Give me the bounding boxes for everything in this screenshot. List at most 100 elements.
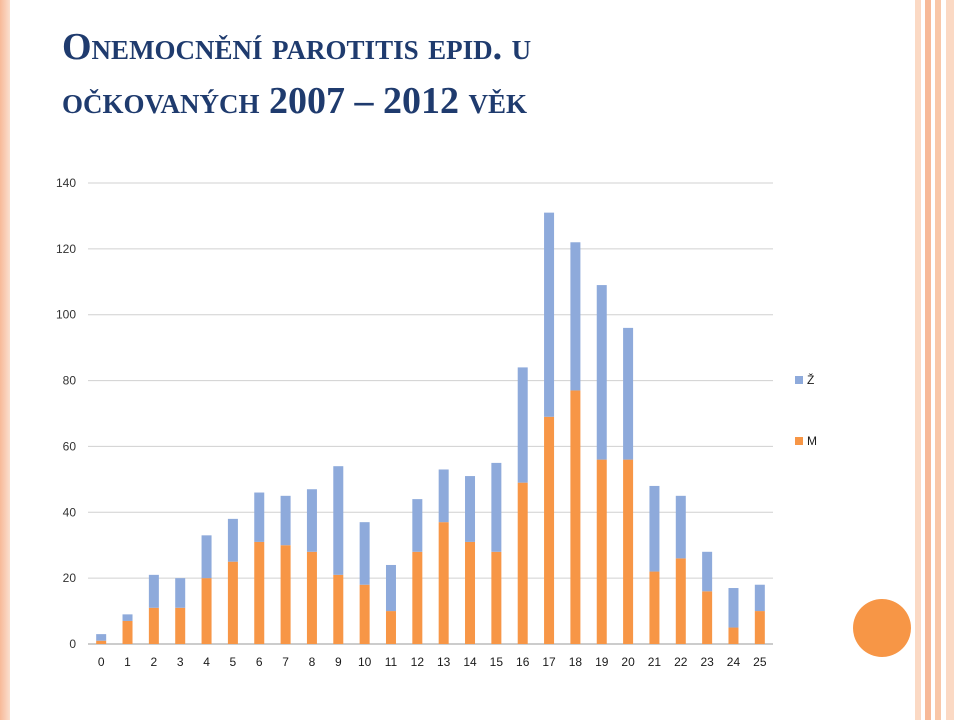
bar-m-13 bbox=[438, 522, 449, 644]
y-tick-label: 60 bbox=[63, 439, 77, 453]
bar-m-11 bbox=[385, 611, 396, 644]
decorative-circle bbox=[853, 599, 911, 657]
bar-z-0 bbox=[96, 634, 107, 641]
bar-m-16 bbox=[517, 482, 528, 644]
x-tick-label: 20 bbox=[621, 655, 635, 669]
bar-m-15 bbox=[491, 551, 502, 644]
x-tick-label: 14 bbox=[463, 655, 477, 669]
x-tick-label: 23 bbox=[700, 655, 714, 669]
bar-z-15 bbox=[491, 462, 502, 552]
bar-z-24 bbox=[728, 588, 739, 628]
y-tick-label: 140 bbox=[56, 176, 76, 190]
bar-m-2 bbox=[148, 607, 159, 644]
bar-m-19 bbox=[596, 459, 607, 644]
bar-z-4 bbox=[201, 535, 212, 579]
x-tick-label: 18 bbox=[569, 655, 583, 669]
bar-m-8 bbox=[306, 551, 317, 644]
x-tick-label: 12 bbox=[411, 655, 425, 669]
page-title: Onemocnění parotitis epid. u očkovaných … bbox=[62, 28, 862, 120]
bar-m-14 bbox=[465, 541, 476, 644]
x-tick-label: 1 bbox=[124, 655, 131, 669]
bar-z-7 bbox=[280, 495, 291, 546]
x-tick-label: 22 bbox=[674, 655, 688, 669]
right-accent-stripe-2 bbox=[925, 0, 931, 720]
right-accent-stripe-1 bbox=[915, 0, 921, 720]
bar-z-5 bbox=[227, 518, 238, 562]
legend-swatch-m bbox=[795, 437, 803, 445]
bar-m-17 bbox=[544, 416, 555, 644]
bar-z-22 bbox=[675, 495, 686, 559]
bar-m-0 bbox=[96, 640, 107, 644]
bar-z-14 bbox=[465, 476, 476, 542]
bar-m-6 bbox=[254, 541, 265, 644]
x-tick-label: 15 bbox=[490, 655, 504, 669]
left-accent-bar bbox=[0, 0, 10, 720]
bar-m-21 bbox=[649, 571, 660, 644]
bar-m-9 bbox=[333, 574, 344, 644]
bar-z-17 bbox=[544, 212, 555, 417]
bar-z-19 bbox=[596, 285, 607, 460]
x-tick-label: 4 bbox=[203, 655, 210, 669]
x-tick-label: 0 bbox=[98, 655, 105, 669]
y-tick-label: 0 bbox=[69, 637, 76, 651]
y-tick-label: 40 bbox=[63, 505, 77, 519]
bar-m-23 bbox=[702, 591, 713, 644]
bar-m-1 bbox=[122, 620, 133, 644]
legend-item-z: Ž bbox=[795, 373, 814, 387]
y-tick-label: 20 bbox=[63, 571, 77, 585]
bar-z-6 bbox=[254, 492, 265, 542]
right-accent-stripe-3 bbox=[935, 0, 941, 720]
legend-label-z: Ž bbox=[807, 373, 815, 387]
bar-m-4 bbox=[201, 578, 212, 644]
x-tick-label: 5 bbox=[230, 655, 237, 669]
x-tick-label: 11 bbox=[385, 655, 398, 669]
x-tick-label: 9 bbox=[335, 655, 342, 669]
bar-m-12 bbox=[412, 551, 423, 644]
bar-z-8 bbox=[306, 489, 317, 552]
bar-z-20 bbox=[623, 327, 634, 460]
bar-z-23 bbox=[702, 551, 713, 592]
y-tick-label: 80 bbox=[63, 374, 77, 388]
x-tick-label: 17 bbox=[542, 655, 556, 669]
bar-z-13 bbox=[438, 469, 449, 523]
bar-z-21 bbox=[649, 485, 660, 572]
x-tick-label: 16 bbox=[516, 655, 530, 669]
bar-z-11 bbox=[385, 564, 396, 612]
bar-m-3 bbox=[175, 607, 186, 644]
bar-z-9 bbox=[333, 466, 344, 575]
y-tick-label: 120 bbox=[56, 242, 76, 256]
x-tick-label: 25 bbox=[753, 655, 767, 669]
bar-z-10 bbox=[359, 522, 370, 585]
bar-m-10 bbox=[359, 584, 370, 644]
x-tick-label: 6 bbox=[256, 655, 263, 669]
legend-item-m: M bbox=[795, 434, 817, 448]
bar-m-5 bbox=[227, 561, 238, 644]
bar-m-18 bbox=[570, 390, 581, 644]
x-tick-label: 7 bbox=[282, 655, 289, 669]
x-tick-label: 3 bbox=[177, 655, 184, 669]
bar-m-22 bbox=[675, 558, 686, 644]
bar-m-7 bbox=[280, 545, 291, 644]
bar-z-3 bbox=[175, 578, 186, 608]
x-tick-label: 2 bbox=[151, 655, 158, 669]
bar-z-18 bbox=[570, 242, 581, 391]
bar-m-24 bbox=[728, 627, 739, 644]
bar-m-20 bbox=[623, 459, 634, 644]
x-tick-label: 24 bbox=[727, 655, 741, 669]
x-tick-label: 19 bbox=[595, 655, 609, 669]
title-line-2: očkovaných 2007 – 2012 věk bbox=[62, 80, 528, 122]
title-line-1: Onemocnění parotitis epid. u bbox=[62, 26, 532, 68]
right-accent-stripe-4 bbox=[946, 0, 954, 720]
bar-z-25 bbox=[754, 584, 765, 612]
bar-z-12 bbox=[412, 499, 423, 552]
x-tick-label: 8 bbox=[309, 655, 316, 669]
x-tick-label: 10 bbox=[358, 655, 372, 669]
legend-swatch-z bbox=[795, 376, 803, 384]
legend-label-m: M bbox=[807, 434, 817, 448]
y-tick-label: 100 bbox=[56, 308, 76, 322]
x-tick-label: 21 bbox=[648, 655, 662, 669]
bar-m-25 bbox=[754, 611, 765, 644]
bar-z-2 bbox=[148, 574, 159, 608]
bar-z-16 bbox=[517, 367, 528, 483]
